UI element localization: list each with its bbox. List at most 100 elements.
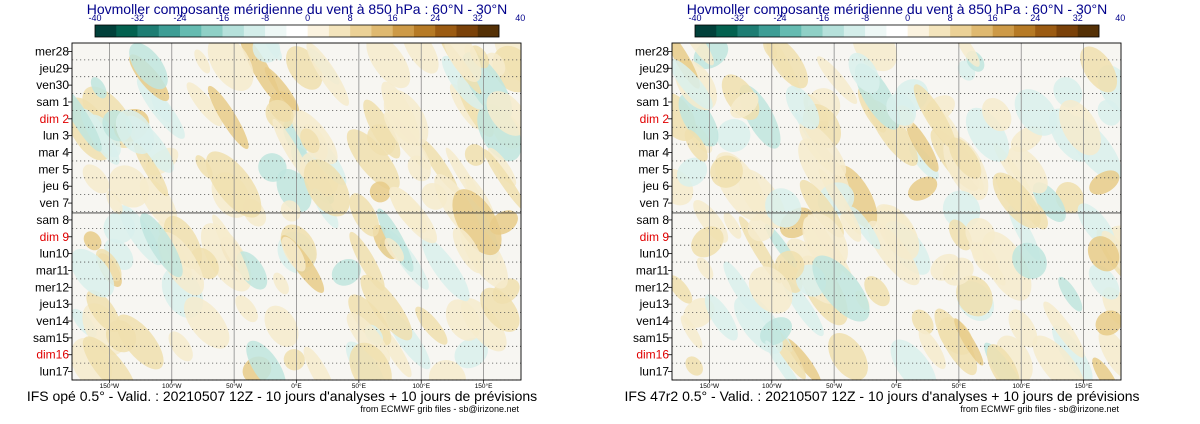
colorbar-swatch	[392, 25, 415, 37]
field-contour	[486, 91, 521, 136]
y-tick-label-sunday: dim 9	[640, 230, 670, 244]
y-tick-label: mer12	[635, 280, 669, 294]
y-tick-label: lun 3	[643, 129, 669, 143]
colorbar-swatch	[435, 25, 457, 37]
colorbar-swatch	[886, 25, 908, 37]
chart-title: Hovmoller composante méridienne du vent …	[687, 1, 1108, 17]
field-contour	[1088, 264, 1120, 300]
model-footer: IFS 47r2 0.5° - Valid. : 20210507 12Z - …	[624, 388, 1139, 404]
field-contour	[710, 155, 743, 188]
field-contour	[942, 257, 974, 286]
field-contour	[115, 109, 154, 155]
colorbar-tick-label: -32	[731, 13, 744, 23]
y-tick-label: mer 5	[38, 162, 69, 176]
x-tick-label: 50°E	[352, 382, 367, 390]
field-contour	[129, 43, 168, 90]
field-contour	[265, 99, 294, 130]
field-contour	[86, 289, 120, 332]
field-contour	[300, 128, 320, 153]
y-tick-label: ven14	[36, 314, 69, 328]
field-contour	[303, 159, 350, 217]
colorbar-swatch	[843, 25, 866, 37]
y-tick-label: sam15	[33, 331, 69, 345]
y-tick-label: mer28	[35, 44, 69, 58]
field-contour	[366, 43, 411, 89]
colorbar-swatch	[328, 25, 351, 37]
colorbar-swatch	[1013, 25, 1036, 37]
field-contour	[235, 295, 258, 323]
field-contour	[421, 237, 470, 302]
colorbar-tick-label: 0	[905, 13, 910, 23]
field-contour	[681, 43, 714, 66]
x-tick-label: 50°W	[826, 382, 843, 390]
field-contour	[877, 204, 920, 260]
field-contour	[428, 360, 467, 380]
field-contour	[1053, 77, 1083, 108]
colorbar-frame	[94, 24, 500, 38]
field-contour	[890, 339, 937, 380]
field-contour	[968, 241, 1006, 286]
field-contour	[369, 181, 391, 203]
field-contour	[106, 190, 123, 215]
field-contour	[108, 165, 150, 208]
field-contour	[116, 314, 164, 370]
field-contour	[956, 43, 980, 67]
y-tick-label: ven 7	[40, 196, 70, 210]
colorbar-swatch	[780, 25, 802, 37]
field-contour	[782, 278, 824, 337]
field-contour	[72, 84, 102, 152]
field-contour	[415, 306, 448, 345]
field-contour	[303, 346, 335, 380]
x-tick-label: 100°E	[1012, 382, 1030, 390]
y-tick-label-sunday: dim 2	[640, 112, 670, 126]
field-contour	[1043, 301, 1085, 358]
colorbar-tick-label: 32	[473, 13, 483, 23]
field-contour	[139, 177, 178, 227]
field-contour	[252, 43, 281, 63]
field-contour	[986, 344, 1020, 380]
colorbar-swatch	[456, 25, 479, 37]
field-contour	[207, 43, 254, 91]
y-tick-label: mar 4	[638, 146, 669, 160]
field-contour	[264, 305, 299, 348]
field-contour	[441, 55, 484, 110]
field-contour	[956, 275, 993, 317]
field-contour	[383, 89, 429, 147]
colorbar-tick-label: 16	[388, 13, 398, 23]
field-contour	[103, 211, 136, 244]
colorbar-swatch	[928, 25, 951, 37]
field-contour	[1032, 335, 1086, 380]
source-credit: from ECMWF grib files - sb@irizone.net	[360, 404, 519, 414]
colorbar-swatch	[1056, 25, 1079, 37]
field-contour	[672, 59, 713, 110]
field-contour	[723, 261, 757, 313]
field-contour	[1089, 170, 1120, 195]
field-contour	[1007, 146, 1048, 194]
field-contour	[246, 340, 286, 380]
colorbar-swatch	[822, 25, 845, 37]
colorbar-swatch	[307, 25, 330, 37]
colorbar-tick-label: 32	[1073, 13, 1083, 23]
field-contour	[886, 93, 917, 126]
field-contour	[1087, 236, 1120, 272]
y-tick-label: mar 4	[38, 146, 69, 160]
field-contour	[483, 149, 521, 214]
colorbar-swatch	[737, 25, 760, 37]
field-contour	[954, 318, 984, 366]
field-contour	[981, 231, 1032, 301]
y-tick-label: sam 8	[36, 213, 69, 227]
field-contour	[452, 227, 484, 274]
field-contour	[151, 93, 173, 123]
colorbar-swatch	[265, 25, 287, 37]
hovmoller-panel-ifs-47r2: Hovmoller composante méridienne du vent …	[624, 1, 1139, 414]
field-contour	[452, 189, 502, 256]
y-tick-label: lun17	[40, 365, 70, 379]
field-contour	[205, 151, 262, 218]
field-contour	[840, 212, 862, 242]
chart-title: Hovmoller composante méridienne du vent …	[87, 1, 508, 17]
field-contour	[239, 43, 281, 103]
field-contour	[785, 338, 821, 380]
field-contour	[207, 85, 249, 150]
field-contour	[905, 119, 939, 172]
y-tick-label-sunday: dim16	[36, 348, 69, 362]
